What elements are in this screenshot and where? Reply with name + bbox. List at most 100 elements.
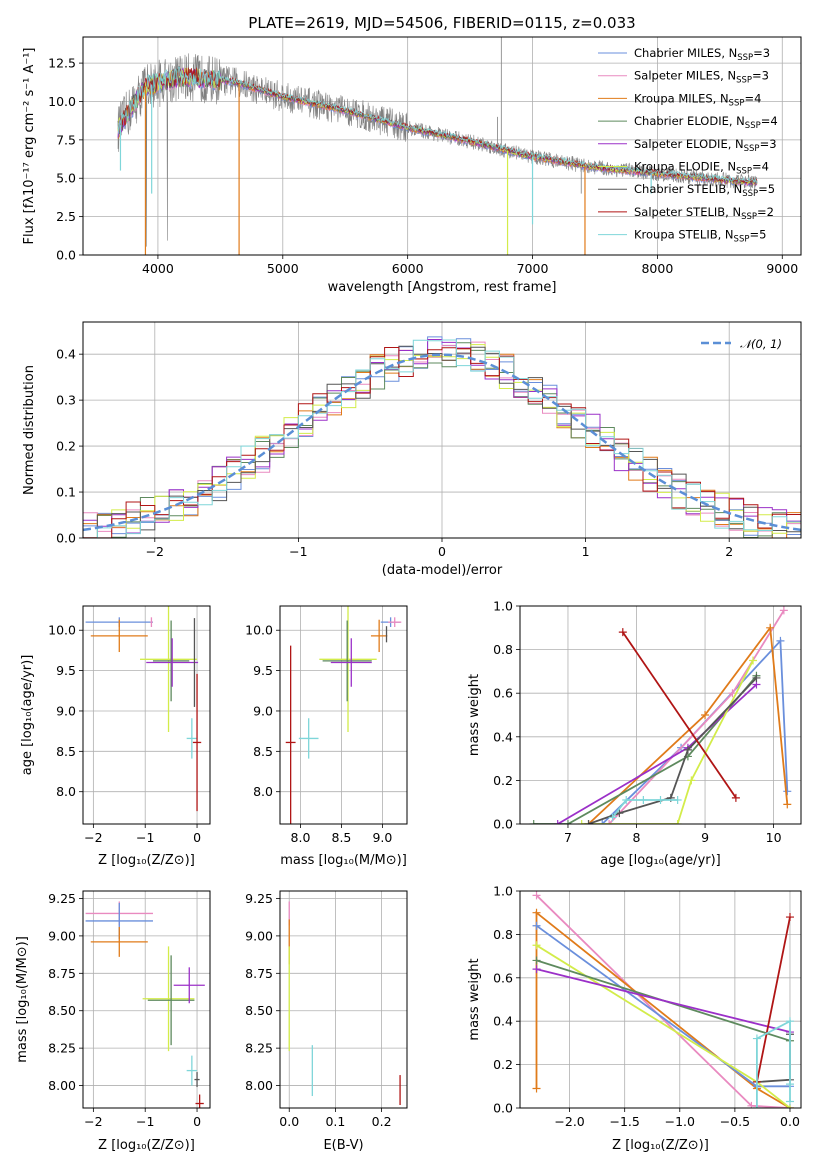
legend-label: 𝒩(0, 1) bbox=[740, 337, 782, 351]
mass-weight-vs-age-panel: 7 8 9 10 0.0 0.2 0.4 0.6 0.8 1.0 age [log₁₀(age/yr… bbox=[467, 599, 802, 868]
y-tick-label: 0.2 bbox=[493, 773, 513, 788]
y-tick-label: 0.3 bbox=[56, 393, 76, 408]
point-marker bbox=[752, 673, 761, 682]
axes-frame bbox=[82, 321, 802, 539]
y-tick-label: 8.0 bbox=[56, 784, 76, 799]
x-tick-label: 0 bbox=[193, 1114, 201, 1129]
mass-vs-Z-panel: −2 −1 0 8.00 8.25 8.50 8.75 9.00 9.25 Z [log₁₀(Z/… bbox=[15, 890, 211, 1153]
y-tick-label: 5.0 bbox=[56, 171, 76, 186]
grid bbox=[83, 891, 210, 1108]
point-marker bbox=[683, 745, 692, 754]
y-tick-label: 9.5 bbox=[56, 663, 76, 678]
y-tick-label: 0.8 bbox=[493, 927, 513, 942]
x-tick-label: 0 bbox=[193, 830, 201, 845]
point-marker bbox=[639, 796, 648, 805]
x-axis-label: age [log₁₀(age/yr)] bbox=[600, 853, 721, 868]
ticks: 0.0 0.1 0.2 8.00 8.25 8.50 8.75 9.00 9.25 bbox=[245, 891, 391, 1129]
y-tick-label: 8.0 bbox=[253, 784, 273, 799]
legend-label-count: =4 bbox=[752, 160, 769, 174]
point-marker bbox=[553, 820, 562, 824]
legend-label-count: =4 bbox=[744, 91, 761, 105]
legend-label-text: Kroupa MILES, N bbox=[634, 91, 729, 105]
point-marker bbox=[622, 796, 631, 805]
y-axis-label: age [log₁₀(age/yr)] bbox=[20, 655, 35, 776]
x-tick-label: 9000 bbox=[766, 261, 798, 276]
y-tick-label: 0.2 bbox=[56, 439, 76, 454]
x-tick-label: −1 bbox=[289, 544, 307, 559]
y-tick-label: 7.5 bbox=[56, 132, 76, 147]
spectrum-panel: 4000 5000 6000 7000 8000 9000 0.0 2.5 5.0 7.5 10.0… bbox=[22, 36, 802, 295]
x-tick-label: 7 bbox=[564, 830, 572, 845]
legend-label: Kroupa STELIB, NSSP=5 bbox=[634, 228, 766, 245]
axes-frame bbox=[279, 890, 408, 1109]
legend-label-sub: SSP bbox=[734, 235, 750, 245]
x-tick-label: 8.0 bbox=[291, 830, 311, 845]
y-tick-label: 8.50 bbox=[48, 1003, 76, 1018]
y-tick-label: 9.00 bbox=[245, 928, 273, 943]
y-tick-label: 0.8 bbox=[493, 642, 513, 657]
x-tick-label: 4000 bbox=[142, 261, 174, 276]
y-tick-label: 12.5 bbox=[48, 56, 76, 71]
mass-vs-EBV-panel: 0.0 0.1 0.2 8.00 8.25 8.50 8.75 9.00 9.25 E(B-V) bbox=[245, 890, 408, 1153]
series-line bbox=[622, 631, 737, 799]
series-line bbox=[588, 677, 758, 824]
point-marker bbox=[532, 941, 541, 950]
point-marker bbox=[687, 776, 696, 785]
x-axis-label: wavelength [Angstrom, rest frame] bbox=[328, 280, 557, 295]
axes-frame bbox=[519, 890, 802, 1109]
legend-label-count: =4 bbox=[761, 114, 778, 128]
point-marker bbox=[752, 1034, 761, 1043]
x-tick-label: −2.0 bbox=[554, 1114, 584, 1129]
point-marker bbox=[608, 813, 617, 822]
grid bbox=[280, 891, 407, 1108]
point-marker bbox=[785, 913, 794, 922]
legend-label: Chabrier ELODIE, NSSP=4 bbox=[634, 114, 778, 131]
x-axis-label: Z [log₁₀(Z/Z⊙)] bbox=[612, 1138, 709, 1153]
model-spectrum-line bbox=[117, 66, 758, 184]
point-marker bbox=[779, 606, 788, 615]
x-tick-label: 8.5 bbox=[332, 830, 352, 845]
axes-frame bbox=[82, 605, 211, 825]
point-marker bbox=[749, 656, 758, 665]
legend-label: Kroupa ELODIE, NSSP=4 bbox=[634, 160, 769, 177]
x-tick-label: −2 bbox=[84, 1114, 102, 1129]
y-tick-label: 8.75 bbox=[245, 966, 273, 981]
legend-label-text: Kroupa STELIB, N bbox=[634, 228, 734, 242]
point-marker bbox=[783, 787, 792, 796]
plot-area bbox=[288, 901, 401, 1106]
y-tick-label: 0.2 bbox=[493, 1057, 513, 1072]
y-tick-label: 0.0 bbox=[493, 1101, 513, 1116]
point-marker bbox=[728, 689, 737, 698]
x-tick-label: −1 bbox=[136, 830, 154, 845]
y-tick-label: 10.0 bbox=[245, 623, 273, 638]
legend-label: Salpeter ELODIE, NSSP=3 bbox=[634, 137, 777, 154]
y-tick-label: 0.6 bbox=[493, 686, 513, 701]
legend-label-sub: SSP bbox=[736, 167, 752, 177]
axes-frame bbox=[82, 36, 802, 256]
y-axis-label: mass [log₁₀(M/M⊙)] bbox=[15, 936, 30, 1063]
point-marker bbox=[532, 891, 541, 900]
age-vs-Z-panel: −2 −1 0 8.0 8.5 9.0 9.5 10.0 Z [log₁₀(Z/Z⊙)] age … bbox=[20, 605, 211, 868]
legend-label-sub: SSP bbox=[744, 144, 760, 154]
point-marker bbox=[532, 956, 541, 965]
y-axis-label: mass weight bbox=[467, 674, 482, 756]
x-axis-label: Z [log₁₀(Z/Z⊙)] bbox=[98, 853, 195, 868]
y-tick-label: 9.25 bbox=[48, 891, 76, 906]
legend-label-count: =3 bbox=[752, 69, 769, 83]
x-tick-label: −2 bbox=[84, 830, 102, 845]
legend-label-text: Salpeter ELODIE, N bbox=[634, 137, 744, 151]
point-marker bbox=[532, 965, 541, 974]
x-tick-label: 6000 bbox=[392, 261, 424, 276]
legend-label-count: =2 bbox=[757, 205, 774, 219]
legend-label-sub: SSP bbox=[737, 53, 753, 63]
normal-curve bbox=[83, 353, 801, 532]
x-tick-label: −0.5 bbox=[720, 1114, 750, 1129]
x-tick-label: 0.2 bbox=[372, 1114, 392, 1129]
legend-label-text: Kroupa ELODIE, N bbox=[634, 160, 736, 174]
y-tick-label: 8.5 bbox=[56, 744, 76, 759]
grid bbox=[83, 606, 210, 824]
grid bbox=[280, 606, 407, 824]
point-marker bbox=[752, 1104, 761, 1108]
